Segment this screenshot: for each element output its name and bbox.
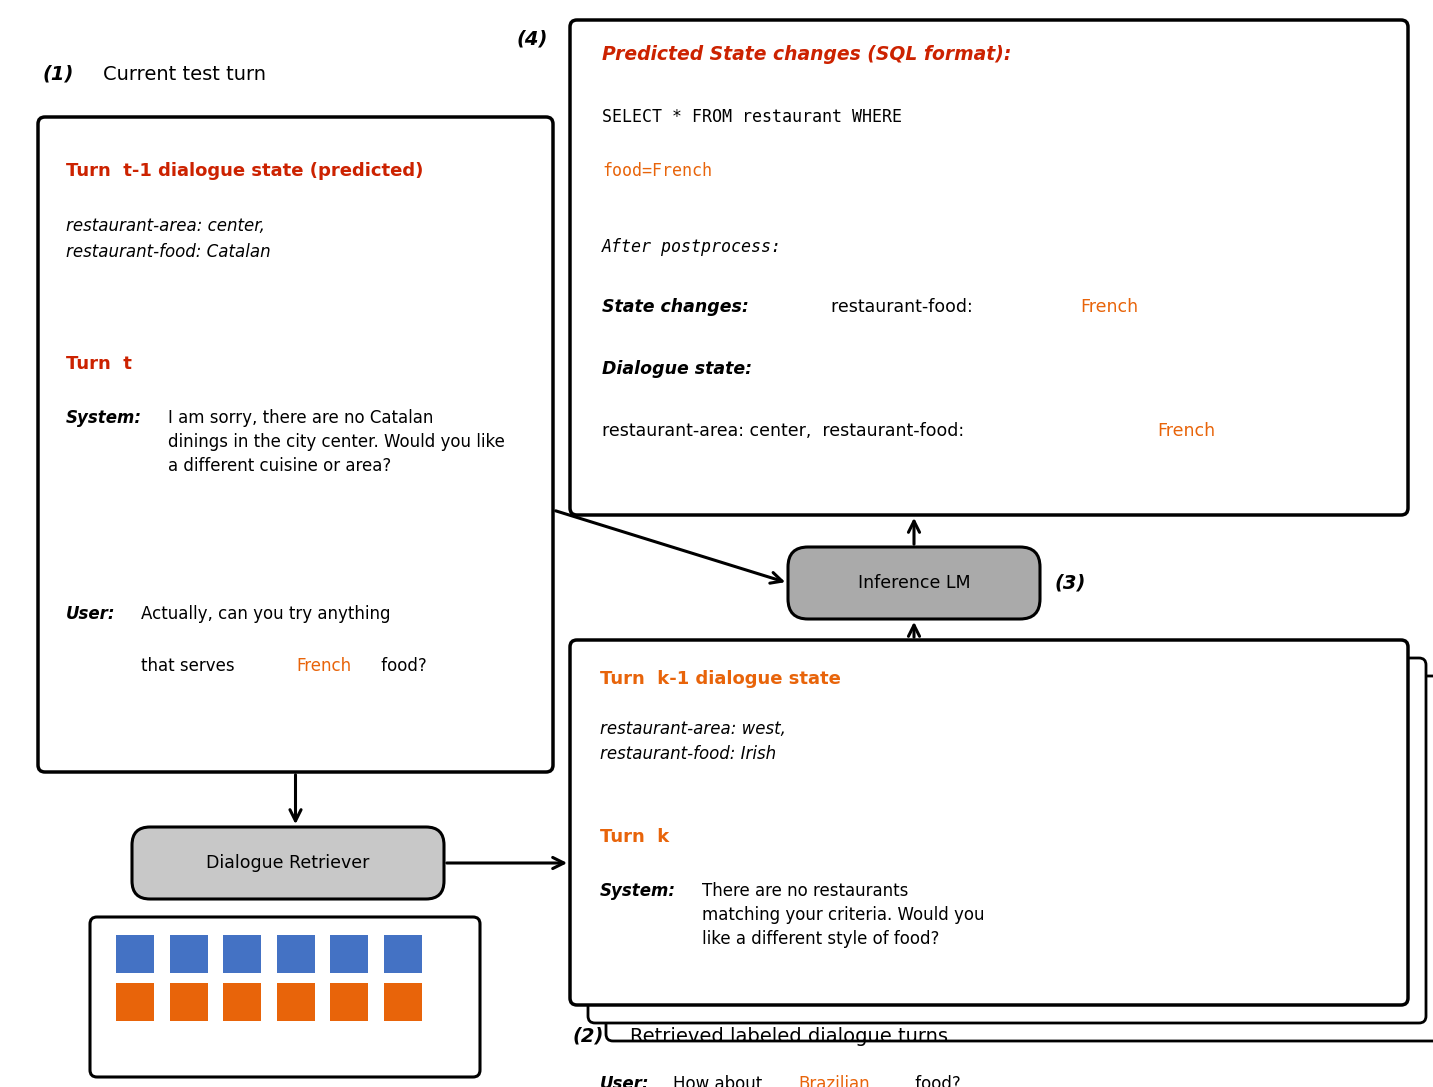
Text: French: French: [1080, 298, 1138, 316]
Bar: [384, 935, 421, 973]
Text: restaurant-area: west,
restaurant-food: Irish: restaurant-area: west, restaurant-food: …: [600, 720, 785, 763]
Bar: [169, 935, 208, 973]
Text: There are no restaurants
matching your criteria. Would you
like a different styl: There are no restaurants matching your c…: [702, 882, 984, 948]
Text: System:: System:: [66, 409, 142, 427]
Bar: [224, 935, 261, 973]
Text: Turn  k: Turn k: [600, 828, 669, 846]
Text: Dialogue Retriever: Dialogue Retriever: [206, 854, 370, 872]
FancyBboxPatch shape: [788, 547, 1040, 619]
Text: food=French: food=French: [602, 162, 712, 180]
Text: Current test turn: Current test turn: [103, 65, 267, 84]
Text: (4): (4): [517, 30, 547, 49]
Text: User:: User:: [600, 1075, 649, 1087]
Text: French: French: [297, 657, 351, 675]
FancyBboxPatch shape: [570, 20, 1409, 515]
Text: User:: User:: [66, 605, 116, 623]
Bar: [116, 983, 153, 1021]
Text: French: French: [1156, 422, 1215, 440]
FancyBboxPatch shape: [588, 658, 1426, 1023]
Bar: [277, 983, 314, 1021]
Bar: [116, 935, 153, 973]
Bar: [330, 935, 368, 973]
Bar: [224, 983, 261, 1021]
Bar: [277, 935, 314, 973]
Bar: [330, 983, 368, 1021]
Text: restaurant-food:: restaurant-food:: [820, 298, 979, 316]
FancyBboxPatch shape: [570, 640, 1409, 1005]
Text: Dialogue state:: Dialogue state:: [602, 360, 752, 378]
FancyBboxPatch shape: [39, 117, 553, 772]
Text: SELECT * FROM restaurant WHERE: SELECT * FROM restaurant WHERE: [602, 108, 901, 126]
Text: How about: How about: [674, 1075, 768, 1087]
Text: (1): (1): [43, 65, 75, 84]
Text: restaurant-area: center,  restaurant-food:: restaurant-area: center, restaurant-food…: [602, 422, 970, 440]
Text: Turn  t: Turn t: [66, 355, 132, 373]
Bar: [384, 983, 421, 1021]
Text: Brazilian: Brazilian: [798, 1075, 870, 1087]
FancyBboxPatch shape: [606, 676, 1433, 1041]
Text: Inference LM: Inference LM: [858, 574, 970, 592]
Text: food?: food?: [375, 657, 427, 675]
Text: (2): (2): [572, 1027, 603, 1046]
Bar: [169, 983, 208, 1021]
Text: Actually, can you try anything: Actually, can you try anything: [140, 605, 391, 623]
Text: (3): (3): [1055, 574, 1086, 592]
Text: Predicted State changes (SQL format):: Predicted State changes (SQL format):: [602, 45, 1012, 64]
Text: State changes:: State changes:: [602, 298, 749, 316]
FancyBboxPatch shape: [132, 827, 444, 899]
FancyBboxPatch shape: [90, 917, 480, 1077]
Text: I am sorry, there are no Catalan
dinings in the city center. Would you like
a di: I am sorry, there are no Catalan dinings…: [168, 409, 504, 475]
Text: that serves: that serves: [140, 657, 239, 675]
Text: Retrieved labeled dialogue turns: Retrieved labeled dialogue turns: [631, 1027, 949, 1046]
Text: food?: food?: [910, 1075, 960, 1087]
Text: Turn  k-1 dialogue state: Turn k-1 dialogue state: [600, 670, 841, 688]
Text: Turn  t-1 dialogue state (predicted): Turn t-1 dialogue state (predicted): [66, 162, 423, 180]
Text: restaurant-area: center,
restaurant-food: Catalan: restaurant-area: center, restaurant-food…: [66, 217, 271, 261]
Text: After postprocess:: After postprocess:: [602, 238, 782, 257]
Text: System:: System:: [600, 882, 676, 900]
